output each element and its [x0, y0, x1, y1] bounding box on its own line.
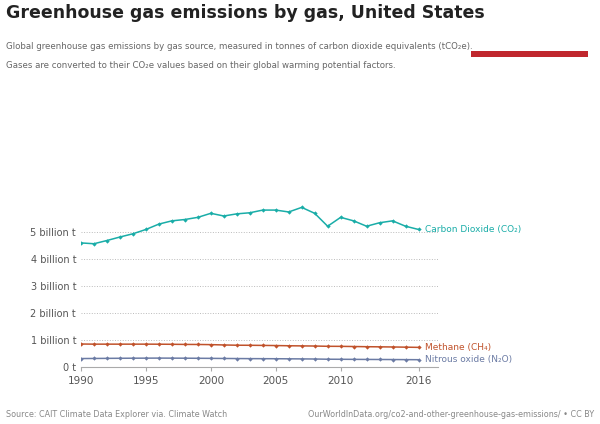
- Text: Gases are converted to their CO₂e values based on their global warming potential: Gases are converted to their CO₂e values…: [6, 61, 395, 70]
- Text: Our World: Our World: [502, 18, 557, 27]
- Text: Greenhouse gas emissions by gas, United States: Greenhouse gas emissions by gas, United …: [6, 4, 485, 22]
- Text: Source: CAIT Climate Data Explorer via. Climate Watch: Source: CAIT Climate Data Explorer via. …: [6, 410, 227, 419]
- Bar: [471, 51, 588, 57]
- Text: in Data: in Data: [510, 32, 549, 41]
- Text: OurWorldInData.org/co2-and-other-greenhouse-gas-emissions/ • CC BY: OurWorldInData.org/co2-and-other-greenho…: [308, 410, 594, 419]
- Text: Nitrous oxide (N₂O): Nitrous oxide (N₂O): [425, 355, 512, 364]
- Text: Methane (CH₄): Methane (CH₄): [425, 343, 491, 352]
- Text: Carbon Dioxide (CO₂): Carbon Dioxide (CO₂): [425, 225, 521, 234]
- Text: Global greenhouse gas emissions by gas source, measured in tonnes of carbon diox: Global greenhouse gas emissions by gas s…: [6, 42, 473, 51]
